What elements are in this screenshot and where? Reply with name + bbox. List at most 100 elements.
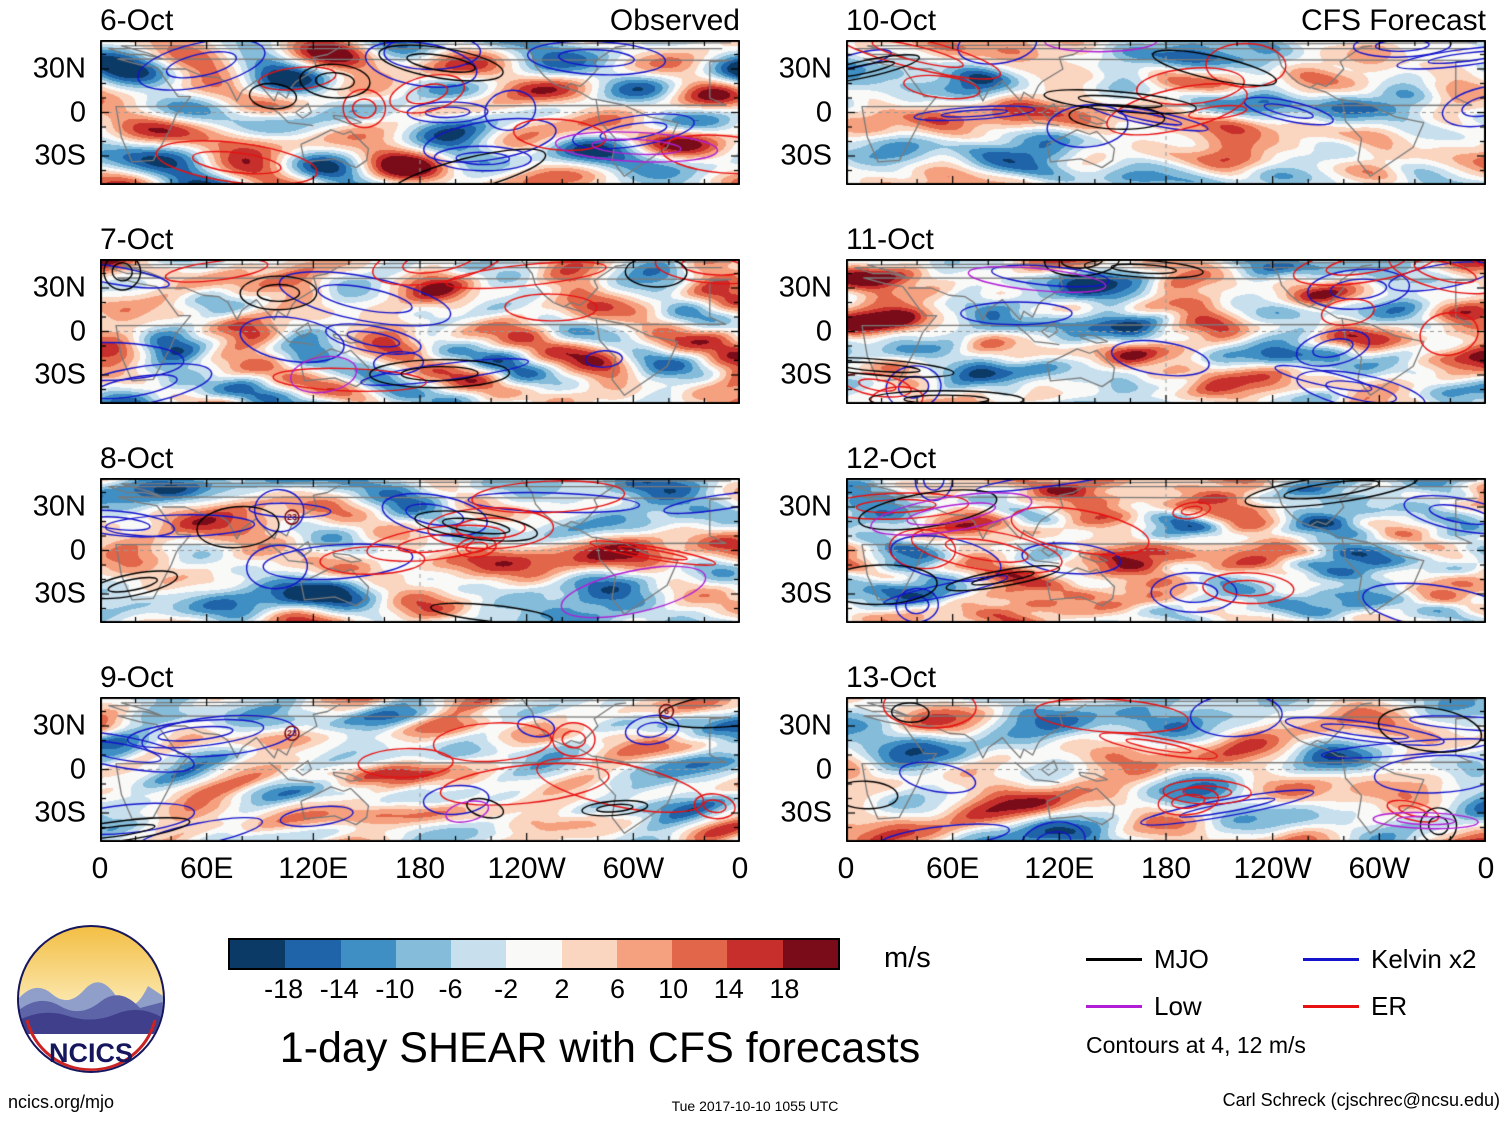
map-row: 30N 0 30S bbox=[746, 259, 1494, 404]
footer-timestamp: Tue 2017-10-10 1055 UTC bbox=[671, 1098, 839, 1114]
map-row: 30N 0 30S bbox=[746, 697, 1494, 842]
latitude-axis: 30N 0 30S bbox=[746, 259, 846, 404]
panel-12-oct: 12-Oct 30N 0 30S bbox=[746, 442, 1494, 623]
panel-header: 9-Oct bbox=[100, 661, 740, 695]
lat-tick-0: 0 bbox=[69, 753, 86, 785]
colorbar-segment bbox=[561, 940, 617, 968]
colorbar-tick: 14 bbox=[713, 974, 744, 1004]
ncics-logo-graphic: NCICS bbox=[17, 925, 165, 1073]
lon-tick: 120E bbox=[278, 852, 349, 885]
panel-date-label: 9-Oct bbox=[100, 661, 174, 694]
latitude-axis: 30N 0 30S bbox=[0, 697, 100, 842]
legend-label: ER bbox=[1371, 991, 1408, 1021]
panel-6-oct: 6-Oct Observed 30N 0 30S bbox=[0, 4, 748, 185]
legend-label: Kelvin x2 bbox=[1371, 944, 1477, 974]
kelvin-line-swatch bbox=[1303, 958, 1359, 961]
map-row: 30N 0 30S bbox=[0, 697, 748, 842]
legend-label: Low bbox=[1154, 991, 1202, 1021]
panel-9-oct: 9-Oct 30N 0 30S bbox=[0, 661, 748, 842]
panel-date-label: 12-Oct bbox=[846, 442, 937, 475]
legend-item-mjo: MJO bbox=[1086, 944, 1279, 975]
lon-tick: 0 bbox=[837, 852, 855, 885]
legend-item-kelvin: Kelvin x2 bbox=[1303, 944, 1496, 975]
lat-tick-30n: 30N bbox=[778, 490, 832, 523]
ncics-logo: NCICS bbox=[14, 922, 168, 1076]
lat-tick-0: 0 bbox=[69, 534, 86, 566]
lat-tick-30n: 30N bbox=[32, 490, 86, 523]
footer-site-link: ncics.org/mjo bbox=[8, 1092, 115, 1112]
map-panel-12-oct bbox=[846, 478, 1486, 623]
map-panel-6-oct bbox=[100, 40, 740, 185]
colorbar-tick: -18 bbox=[264, 974, 304, 1004]
legend-item-low: Low bbox=[1086, 991, 1279, 1022]
lat-tick-30s: 30S bbox=[34, 796, 86, 829]
lat-tick-30s: 30S bbox=[780, 796, 832, 829]
colorbar-tick: 6 bbox=[609, 974, 625, 1004]
lon-tick: 180 bbox=[394, 852, 446, 885]
lon-tick: 120E bbox=[1024, 852, 1095, 885]
lat-tick-0: 0 bbox=[815, 315, 832, 347]
observed-column: 6-Oct Observed 30N 0 30S 7-Oct 30N 0 bbox=[0, 0, 749, 894]
panel-7-oct: 7-Oct 30N 0 30S bbox=[0, 223, 748, 404]
colorbar-tick: -14 bbox=[319, 974, 359, 1004]
colorbar-tick: -10 bbox=[375, 974, 415, 1004]
colorbar-segment bbox=[395, 940, 452, 968]
colorbar-tick: 10 bbox=[658, 974, 689, 1004]
legend-label: MJO bbox=[1154, 944, 1209, 974]
colorbar-segment bbox=[782, 940, 838, 968]
ncics-logo-text: NCICS bbox=[49, 1038, 133, 1068]
lat-tick-30s: 30S bbox=[780, 358, 832, 391]
colorbar-segment bbox=[285, 940, 341, 968]
latitude-axis: 30N 0 30S bbox=[0, 40, 100, 185]
colorbar-tick: 2 bbox=[554, 974, 570, 1004]
latitude-axis: 30N 0 30S bbox=[0, 478, 100, 623]
lat-tick-30s: 30S bbox=[780, 577, 832, 610]
forecast-column: 10-Oct CFS Forecast 30N 0 30S 11-Oct 30N… bbox=[746, 0, 1495, 894]
lat-tick-30s: 30S bbox=[34, 358, 86, 391]
map-panel-13-oct bbox=[846, 697, 1486, 842]
footer-credit: Carl Schreck (cjschrec@ncsu.edu) bbox=[1222, 1090, 1500, 1110]
map-row: 30N 0 30S bbox=[0, 259, 748, 404]
mjo-line-swatch bbox=[1086, 958, 1142, 961]
panel-date-label: 11-Oct bbox=[846, 223, 934, 256]
lat-tick-30n: 30N bbox=[778, 709, 832, 742]
colorbar-segment bbox=[672, 940, 728, 968]
panel-date-label: 10-Oct bbox=[846, 4, 937, 37]
contour-legend: MJO Kelvin x2 Low ER bbox=[1086, 944, 1496, 1022]
colorbar-segment bbox=[727, 940, 783, 968]
map-row: 30N 0 30S bbox=[746, 40, 1494, 185]
lat-tick-0: 0 bbox=[815, 753, 832, 785]
colorbar-swatches bbox=[228, 938, 840, 970]
lat-tick-0: 0 bbox=[815, 534, 832, 566]
map-row: 30N 0 30S bbox=[0, 40, 748, 185]
panel-date-label: 8-Oct bbox=[100, 442, 174, 475]
lat-tick-0: 0 bbox=[69, 315, 86, 347]
figure-title: 1-day SHEAR with CFS forecasts bbox=[279, 1024, 921, 1072]
colorbar-units-label: m/s bbox=[884, 942, 931, 974]
longitude-axis: 0 60E 120E 180 120W 60W 0 bbox=[92, 848, 749, 894]
colorbar-segment bbox=[230, 940, 286, 968]
longitude-axis: 0 60E 120E 180 120W 60W 0 bbox=[838, 848, 1495, 894]
colorbar-tick: 18 bbox=[769, 974, 800, 1004]
panel-header: 12-Oct bbox=[846, 442, 1486, 476]
lon-tick: 120W bbox=[1233, 852, 1312, 885]
lon-tick: 60E bbox=[179, 852, 234, 885]
legend-item-er: ER bbox=[1303, 991, 1496, 1022]
low-line-swatch bbox=[1086, 1005, 1142, 1008]
lat-tick-0: 0 bbox=[69, 96, 86, 128]
colorbar-tick: -6 bbox=[438, 974, 463, 1004]
panel-header: 7-Oct bbox=[100, 223, 740, 257]
lat-tick-30n: 30N bbox=[778, 52, 832, 85]
panel-header: 8-Oct bbox=[100, 442, 740, 476]
latitude-axis: 30N 0 30S bbox=[746, 478, 846, 623]
panel-header: 10-Oct CFS Forecast bbox=[846, 4, 1486, 38]
map-panel-11-oct bbox=[846, 259, 1486, 404]
panel-date-label: 7-Oct bbox=[100, 223, 174, 256]
panel-11-oct: 11-Oct 30N 0 30S bbox=[746, 223, 1494, 404]
lat-tick-30n: 30N bbox=[778, 271, 832, 304]
observed-column-header: Observed bbox=[609, 4, 740, 37]
latitude-axis: 30N 0 30S bbox=[0, 259, 100, 404]
lon-tick: 0 bbox=[1477, 852, 1495, 885]
colorbar-ticks: -18 -14 -10 -6 -2 2 6 10 14 18 bbox=[228, 970, 840, 1006]
lon-tick: 180 bbox=[1140, 852, 1192, 885]
